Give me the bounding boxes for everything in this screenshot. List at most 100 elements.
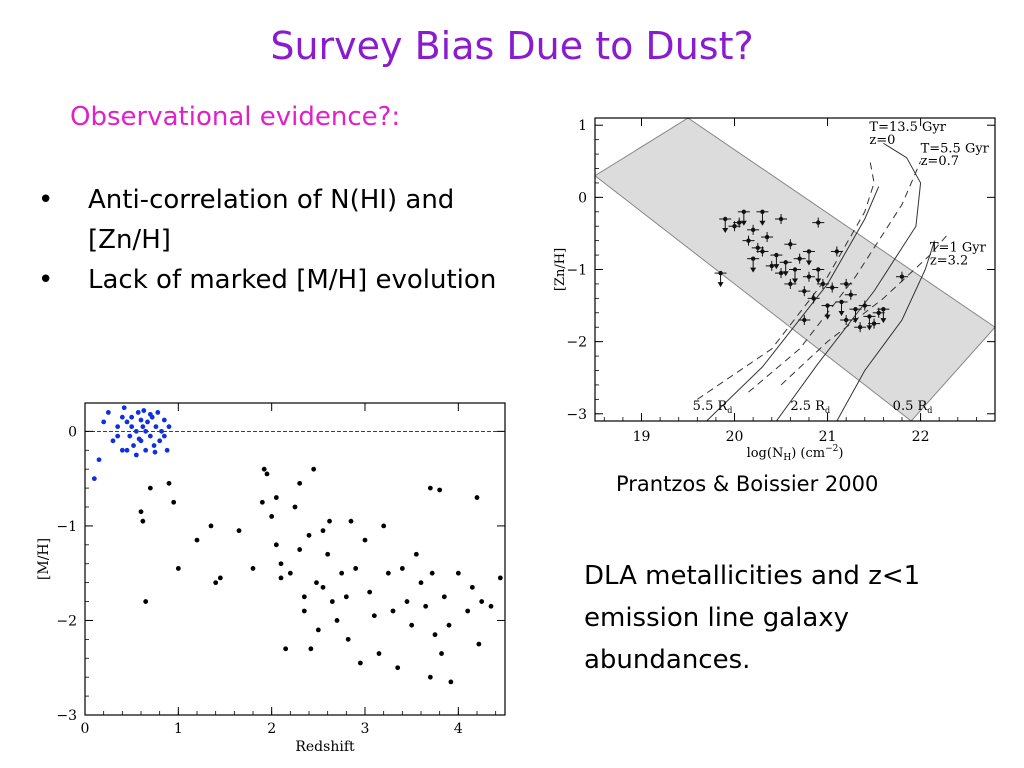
blue-data-point — [143, 447, 149, 453]
y-axis-label: [M/H] — [36, 538, 52, 580]
bullet-list: • Anti-correlation of N(HI) and [Zn/H] •… — [38, 180, 518, 300]
y-tick-label: 0 — [578, 190, 587, 206]
chart-annotation: z=0 — [869, 133, 895, 148]
chart-annotation: T=5.5 Gyr — [921, 142, 990, 157]
black-data-point — [427, 485, 433, 491]
black-data-point — [301, 594, 307, 600]
data-point — [812, 267, 825, 284]
black-data-point — [348, 518, 354, 524]
black-data-point — [385, 570, 391, 576]
blue-data-point — [91, 476, 97, 482]
black-data-point — [327, 518, 332, 524]
black-data-point — [259, 499, 265, 505]
black-data-point — [171, 499, 177, 505]
black-data-point — [278, 575, 284, 581]
slide-title: Survey Bias Due to Dust? — [270, 24, 754, 68]
model-curve-dashed — [780, 233, 949, 386]
data-point — [779, 260, 792, 277]
black-data-point — [314, 580, 319, 586]
black-data-point — [217, 575, 223, 581]
blue-data-point — [127, 433, 133, 439]
black-data-point — [140, 518, 146, 524]
x-tick-label: 22 — [912, 429, 930, 445]
figure-caption: Prantzos & Boissier 2000 — [616, 472, 879, 496]
blue-data-point — [131, 443, 136, 448]
data-point — [798, 315, 811, 325]
black-data-point — [147, 485, 153, 491]
x-axis-label: Redshift — [295, 739, 355, 755]
data-point — [747, 256, 760, 273]
model-curve-dashed — [748, 161, 922, 393]
blue-data-point — [115, 433, 121, 439]
y-tick-label: −2 — [56, 613, 77, 629]
data-point — [761, 232, 774, 243]
blue-data-point — [140, 424, 146, 430]
black-data-point — [399, 566, 405, 571]
blue-data-point — [124, 419, 130, 425]
data-point — [784, 239, 797, 250]
black-data-point — [476, 641, 482, 647]
data-point — [844, 289, 857, 300]
black-data-point — [283, 646, 289, 652]
black-data-point — [143, 599, 149, 604]
blue-data-point — [138, 417, 144, 423]
black-data-point — [264, 471, 270, 477]
bullet-item: • Lack of marked [M/H] evolution — [38, 260, 518, 300]
black-data-point — [315, 627, 321, 633]
y-tick-label: 0 — [68, 424, 77, 440]
bullet-symbol: • — [38, 185, 54, 215]
black-data-point — [278, 561, 284, 567]
data-point — [863, 314, 876, 331]
y-tick-label: −2 — [566, 335, 587, 351]
blue-data-point — [161, 433, 167, 439]
black-data-point — [138, 509, 144, 515]
black-data-point — [390, 608, 396, 614]
data-point — [737, 209, 750, 226]
blue-data-point — [110, 438, 116, 444]
black-data-point — [353, 566, 359, 571]
data-point — [895, 271, 908, 282]
data-point — [858, 300, 871, 311]
blue-data-point — [96, 457, 102, 463]
slide-note: DLA metallicities and z<1 emission line … — [584, 561, 921, 675]
black-data-point — [381, 523, 387, 529]
blue-data-point — [152, 449, 158, 455]
y-tick-label: −1 — [56, 519, 77, 535]
black-data-point — [166, 480, 172, 486]
chart-annotation: T=13.5 Gyr — [869, 120, 946, 135]
black-data-point — [362, 537, 368, 543]
blue-data-point — [143, 428, 149, 434]
black-data-point — [320, 584, 326, 590]
black-data-point — [311, 466, 317, 472]
black-data-point — [357, 660, 363, 666]
data-point — [854, 322, 867, 333]
black-data-point — [345, 636, 351, 642]
black-data-point — [413, 551, 419, 557]
black-data-point — [404, 599, 410, 604]
model-curve-dashed — [697, 157, 875, 400]
plot-frame — [84, 402, 506, 716]
black-data-point — [497, 575, 503, 581]
black-data-point — [437, 487, 443, 493]
data-point — [784, 278, 797, 289]
data-point — [770, 252, 783, 270]
black-data-point — [469, 584, 475, 590]
black-data-point — [446, 622, 452, 628]
blue-data-point — [129, 414, 135, 420]
x-tick-label: 0 — [81, 721, 90, 737]
data-point — [812, 217, 825, 228]
black-data-point — [376, 651, 382, 656]
chart-annotation: 5.5 Rd — [693, 399, 733, 415]
blue-data-point — [147, 411, 153, 417]
blue-data-point — [129, 424, 135, 430]
black-data-point — [432, 632, 438, 638]
black-data-point — [175, 566, 181, 571]
black-data-point — [441, 594, 447, 600]
bullet-text: Lack of marked [M/H] evolution — [88, 265, 497, 295]
data-point — [840, 278, 853, 289]
data-point — [849, 306, 862, 324]
bullet-item: • Anti-correlation of N(HI) and [Zn/H] — [38, 180, 518, 260]
black-data-point — [409, 622, 415, 628]
black-data-point — [429, 570, 435, 576]
black-data-point — [261, 466, 267, 472]
